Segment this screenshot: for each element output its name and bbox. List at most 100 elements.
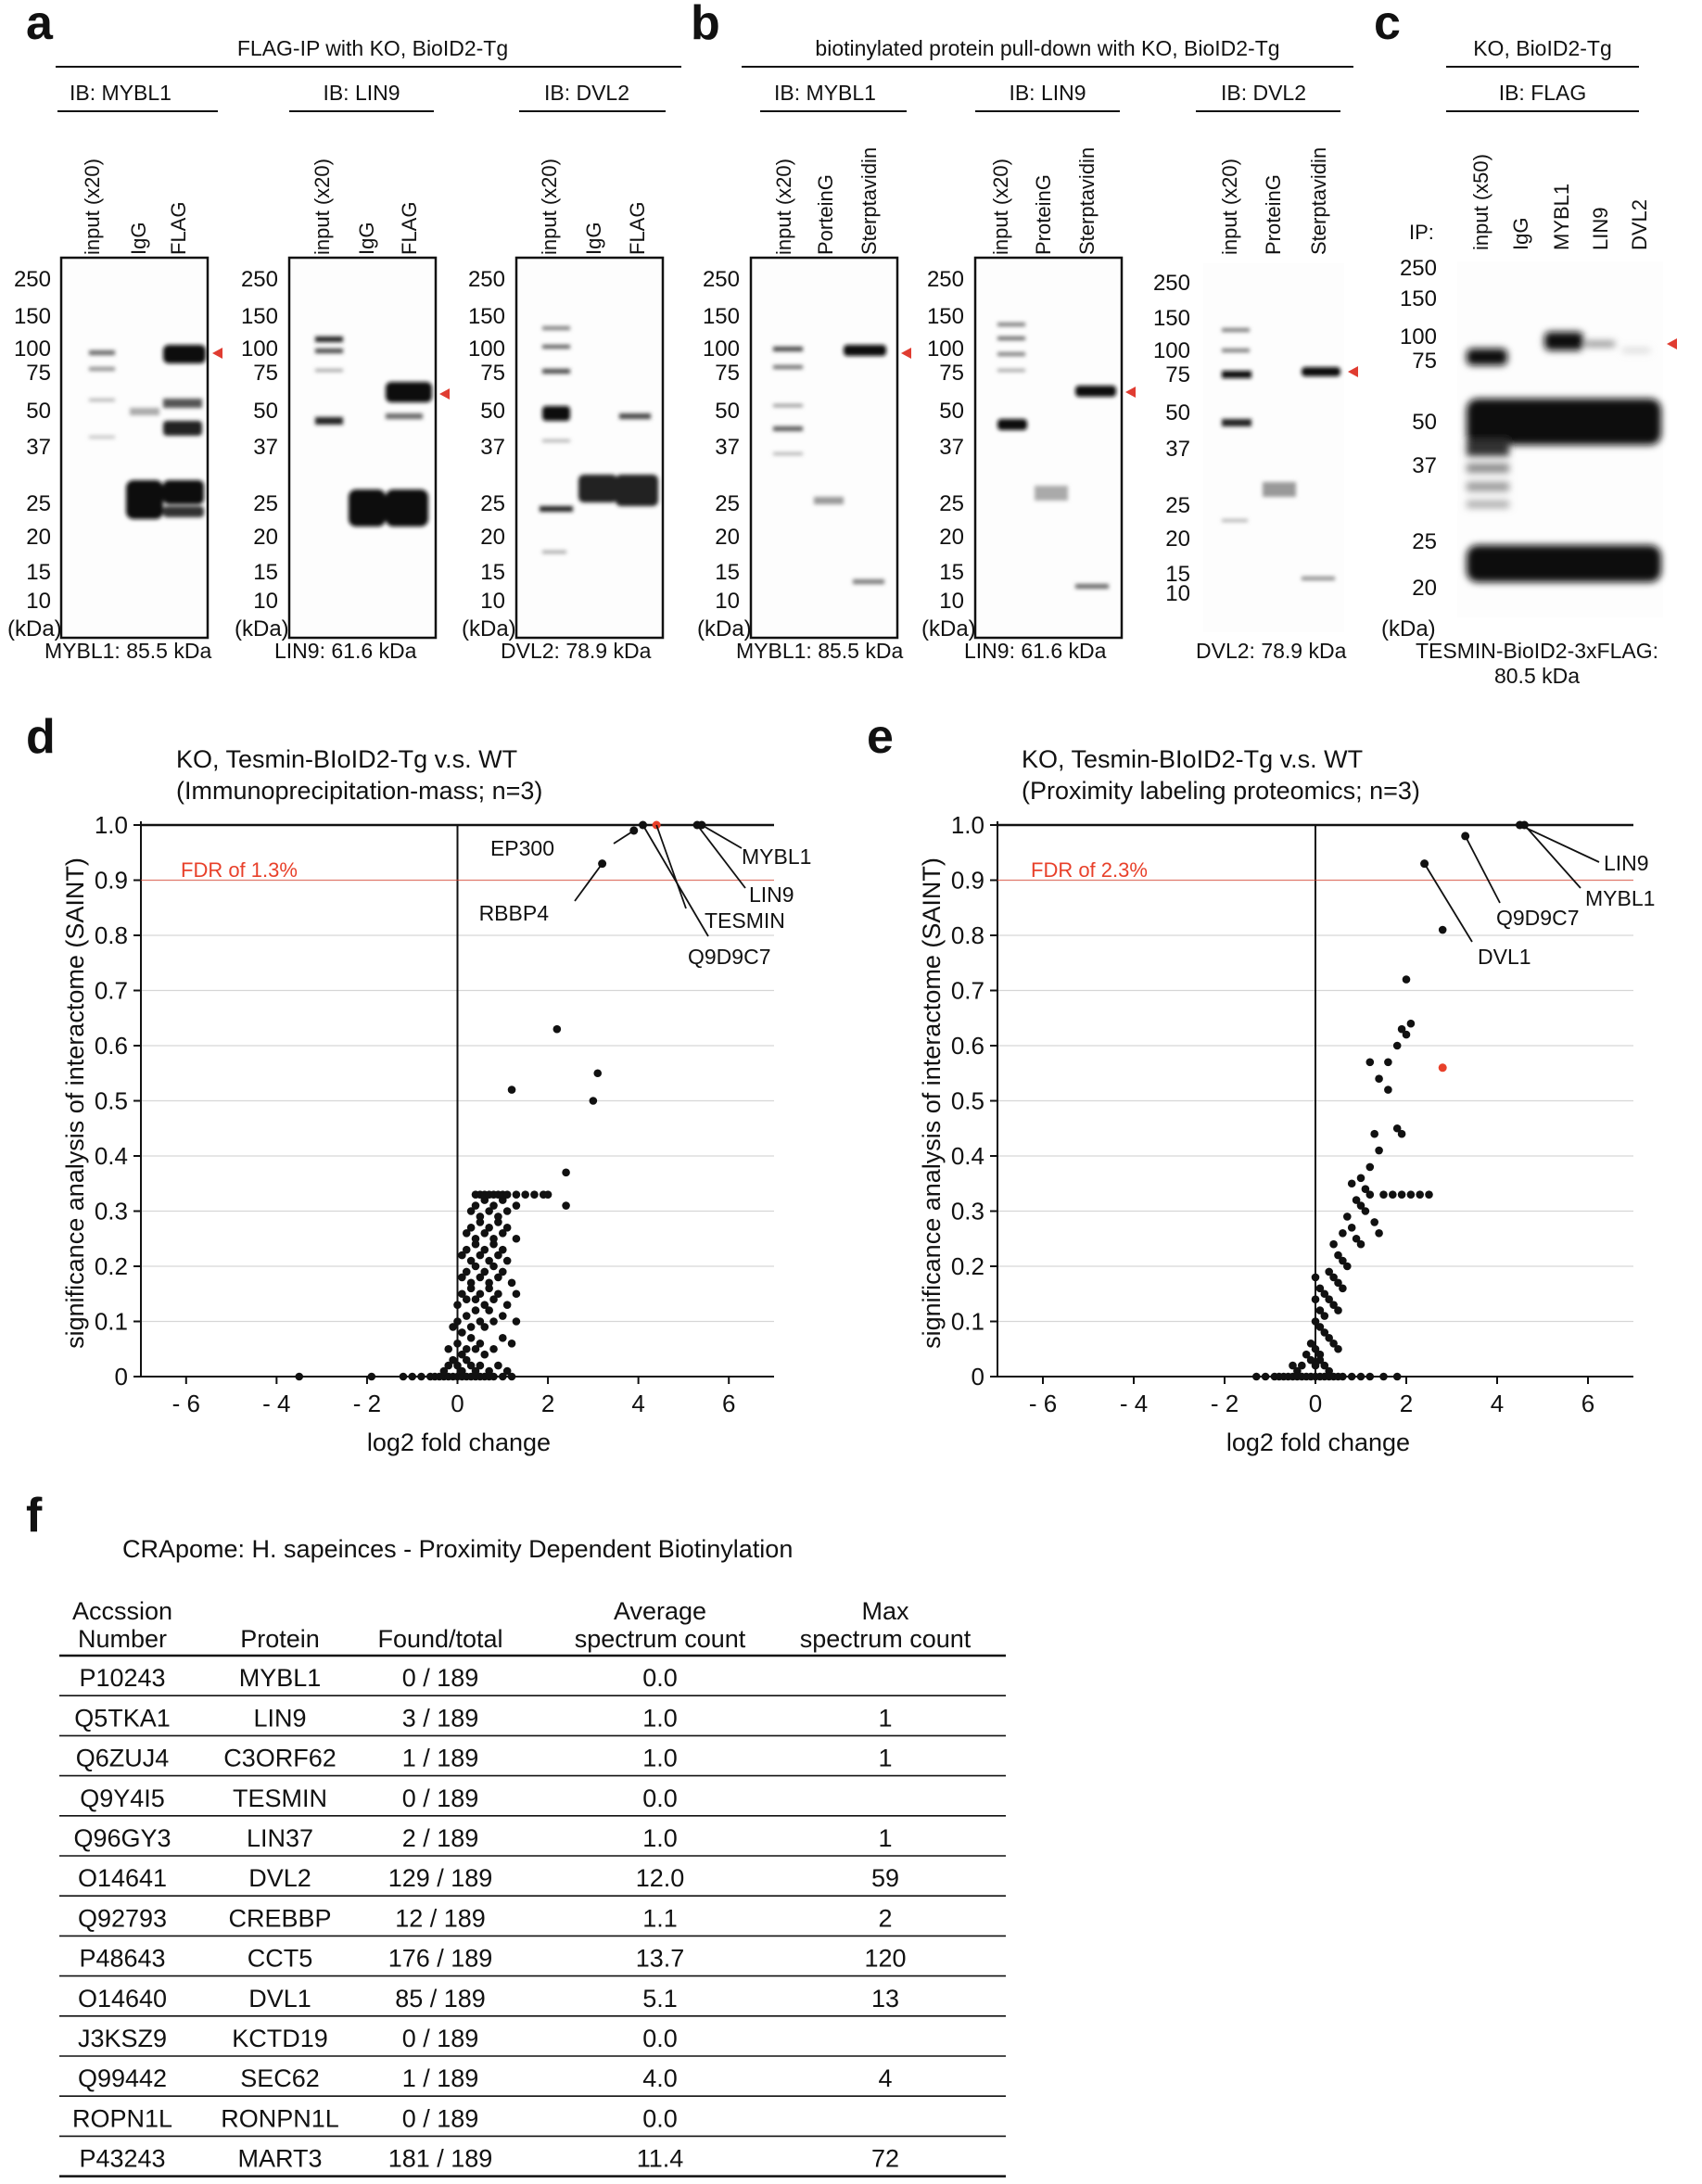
blot-a3: IB: DVL2 input (x20) IgG FLAG 250 150 10… <box>462 81 666 663</box>
table-title: CRApome: H. sapeinces - Proximity Depend… <box>122 1535 793 1563</box>
marker: 10 <box>715 589 740 614</box>
kda-unit: (kDa) <box>1381 616 1436 641</box>
table-cell: 1 <box>878 1824 892 1852</box>
data-point <box>480 1229 489 1238</box>
blot-a1-ib: IB: MYBL1 <box>70 81 171 105</box>
y-tick-label: 0.6 <box>95 1032 128 1060</box>
data-point <box>1325 1366 1333 1376</box>
data-point <box>494 1251 502 1260</box>
x-tick-label: - 6 <box>1029 1390 1057 1417</box>
chart-e-ylabel: significance analysis of interactome (SA… <box>918 857 946 1349</box>
data-point <box>367 1372 376 1381</box>
kda-unit: (kDa) <box>235 616 289 641</box>
data-point <box>1389 1190 1397 1199</box>
blot-b1-lane-2: PorteinG <box>814 174 837 255</box>
table-header-line1: Average <box>614 1597 706 1625</box>
data-point <box>1334 1251 1342 1260</box>
table-cell: 0 / 189 <box>402 1664 479 1692</box>
y-tick-label: 0.5 <box>95 1087 128 1115</box>
data-point <box>494 1361 502 1370</box>
table-cell: J3KSZ9 <box>78 2025 167 2052</box>
table-cell: Q9Y4I5 <box>80 1784 165 1812</box>
data-point <box>466 1323 476 1331</box>
blot-a3-lane-1: input (x20) <box>538 159 561 255</box>
data-point <box>476 1361 485 1370</box>
data-point <box>1361 1207 1370 1215</box>
data-point <box>1416 1190 1424 1199</box>
table-cell: MYBL1 <box>239 1664 322 1692</box>
data-point <box>1375 1229 1383 1238</box>
table-cell: 1 <box>878 1704 892 1732</box>
blot-b1-caption: MYBL1: 85.5 kDa <box>736 639 903 663</box>
marker: 37 <box>480 435 505 460</box>
marker: 10 <box>939 589 964 614</box>
marker: 150 <box>927 304 964 329</box>
blot-b2-lane-3: Sterptavidin <box>1075 147 1099 255</box>
marker: 50 <box>715 399 740 424</box>
data-point <box>1343 1262 1352 1271</box>
blot-b3-membrane <box>1203 263 1344 632</box>
highlight-point <box>1438 1063 1447 1073</box>
data-point <box>466 1361 476 1370</box>
blot-a3-lane-3: FLAG <box>626 202 649 255</box>
marker: 20 <box>26 525 51 550</box>
marker: 150 <box>1153 306 1190 331</box>
table-cell: 5.1 <box>642 1985 678 2013</box>
y-tick-label: 0.9 <box>951 867 984 895</box>
blot-b2: IB: LIN9 input (x20) ProteinG Sterptavid… <box>921 81 1136 663</box>
data-point <box>1392 1124 1402 1133</box>
y-tick-label: 0.4 <box>951 1142 984 1170</box>
data-point <box>466 1207 476 1215</box>
marker: 50 <box>939 399 964 424</box>
data-point <box>1261 1372 1270 1381</box>
data-point <box>1293 1366 1302 1376</box>
data-point <box>485 1306 493 1314</box>
data-point <box>489 1344 498 1353</box>
data-point <box>1334 1306 1342 1314</box>
data-point <box>1315 1355 1325 1365</box>
data-point <box>462 1312 471 1320</box>
table-cell: 3 / 189 <box>402 1704 479 1732</box>
data-point <box>1320 1361 1329 1370</box>
data-point <box>1289 1361 1297 1370</box>
data-point <box>485 1366 493 1376</box>
leader-line <box>1519 824 1600 863</box>
point-label-rbbp4: RBBP4 <box>479 901 550 925</box>
blot-b3-markers: 250 150 100 75 50 37 25 20 15 10 <box>1153 271 1190 606</box>
data-point <box>1370 1218 1378 1226</box>
marker: 75 <box>715 361 740 386</box>
data-point <box>494 1218 502 1226</box>
panel-label-b: b <box>691 0 720 50</box>
data-point <box>1352 1234 1361 1243</box>
table-row: O14641 DVL2 129 / 189 12.0 59 <box>59 1864 1006 1897</box>
data-point <box>489 1201 498 1210</box>
marker: 25 <box>1412 529 1437 554</box>
data-point <box>458 1289 466 1299</box>
data-point <box>1320 1312 1329 1320</box>
data-point <box>471 1344 480 1353</box>
marker: 100 <box>14 336 51 362</box>
data-point <box>453 1317 462 1326</box>
blot-b2-lane-2: ProteinG <box>1032 174 1055 255</box>
data-point <box>1306 1355 1315 1365</box>
y-tick-label: 0 <box>972 1363 984 1390</box>
y-tick-label: 0.1 <box>951 1308 984 1336</box>
marker: 75 <box>939 361 964 386</box>
x-tick-label: - 4 <box>1120 1390 1148 1417</box>
data-point <box>521 1190 529 1199</box>
blot-b2-markers: 250 150 100 75 50 37 25 20 15 10 (kDa) <box>921 267 976 641</box>
table-header-line1: Max <box>861 1597 909 1625</box>
data-point <box>1315 1284 1325 1293</box>
marker: 150 <box>241 304 278 329</box>
kda-unit: (kDa) <box>462 616 516 641</box>
blot-b1-bands <box>773 345 886 584</box>
data-point <box>1356 1239 1365 1249</box>
data-point <box>1320 1289 1329 1299</box>
table-cell: 176 / 189 <box>388 1945 493 1973</box>
point-label-tesmin: TESMIN <box>705 908 785 933</box>
data-point <box>1352 1196 1361 1204</box>
table-cell: RONPN1L <box>221 2104 339 2132</box>
blot-b2-ib: IB: LIN9 <box>1009 81 1086 105</box>
data-point <box>476 1289 485 1299</box>
blot-a2-ib: IB: LIN9 <box>323 81 400 105</box>
